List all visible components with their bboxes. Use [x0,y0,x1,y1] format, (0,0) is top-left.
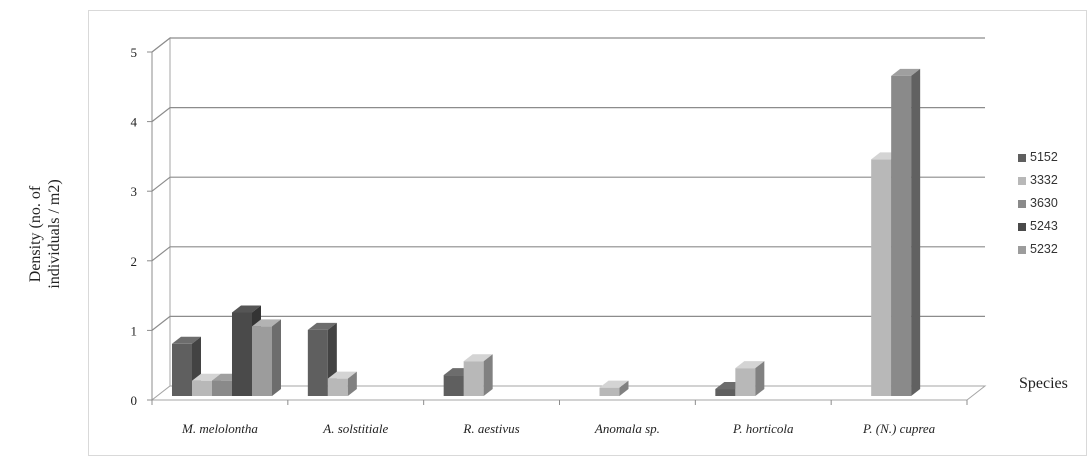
legend-label: 5152 [1030,150,1058,164]
legend-item: 5243 [1018,219,1078,242]
legend-label: 3332 [1030,173,1058,187]
legend-swatch [1018,200,1026,208]
bar [599,387,620,396]
bar-side [619,380,629,396]
bar-side [911,68,921,396]
legend-swatch [1018,223,1026,231]
x-axis-label: Species [1019,375,1068,392]
legend: 5152 3332 3630 5243 5232 [1018,150,1078,265]
bar [252,326,272,396]
bar-top [232,305,261,313]
bar-top [735,361,765,369]
y-tick-label: 5 [131,45,138,60]
legend-item: 3332 [1018,173,1078,196]
y-tick-label: 0 [131,393,138,408]
legend-swatch [1018,177,1026,185]
bar [891,75,912,396]
bar-side [347,371,357,396]
bar-top [172,336,201,344]
chart-frame [88,10,1087,456]
gridline [151,37,985,53]
bar [172,343,192,396]
bar [232,312,252,396]
bar [871,159,892,396]
legend-item: 5232 [1018,242,1078,265]
bar-top [192,373,221,381]
legend-label: 5243 [1030,219,1058,233]
bar-side [755,361,765,396]
x-tick-label: M. melolontha [181,421,258,436]
legend-label: 5232 [1030,242,1058,256]
legend-item: 3630 [1018,196,1078,219]
x-tick-label: P. (N.) cupreа [862,421,936,436]
gridline [151,176,985,192]
bar [327,378,348,396]
bar [715,389,736,396]
bar [307,329,328,396]
bar [192,380,212,396]
bar [443,375,464,396]
legend-item: 5152 [1018,150,1078,173]
bar [735,368,756,396]
y-tick-label: 2 [131,254,138,269]
legend-swatch [1018,154,1026,162]
x-tick-label: A. solstitiale [322,421,388,436]
legend-swatch [1018,246,1026,254]
bar-top [307,322,337,330]
bar-top [891,68,921,76]
gridline [151,246,985,262]
bar-side [483,354,493,396]
legend-label: 3630 [1030,196,1058,210]
bar-top [599,380,629,388]
left-wall [151,36,171,402]
gridline [151,106,985,123]
bar-top [327,371,357,379]
x-tick-label: P. horticola [732,421,794,436]
bar [463,361,484,396]
bar-top [252,319,281,327]
bar-top [463,354,493,362]
bar-side [272,319,281,396]
y-tick-label: 1 [131,323,138,338]
y-tick-label: 3 [131,184,138,199]
gridline [151,315,985,331]
x-tick-label: R. aestivus [462,421,519,436]
y-tick-label: 4 [131,115,138,130]
bar [212,380,232,396]
x-tick-label: Anomala sp. [594,421,660,436]
